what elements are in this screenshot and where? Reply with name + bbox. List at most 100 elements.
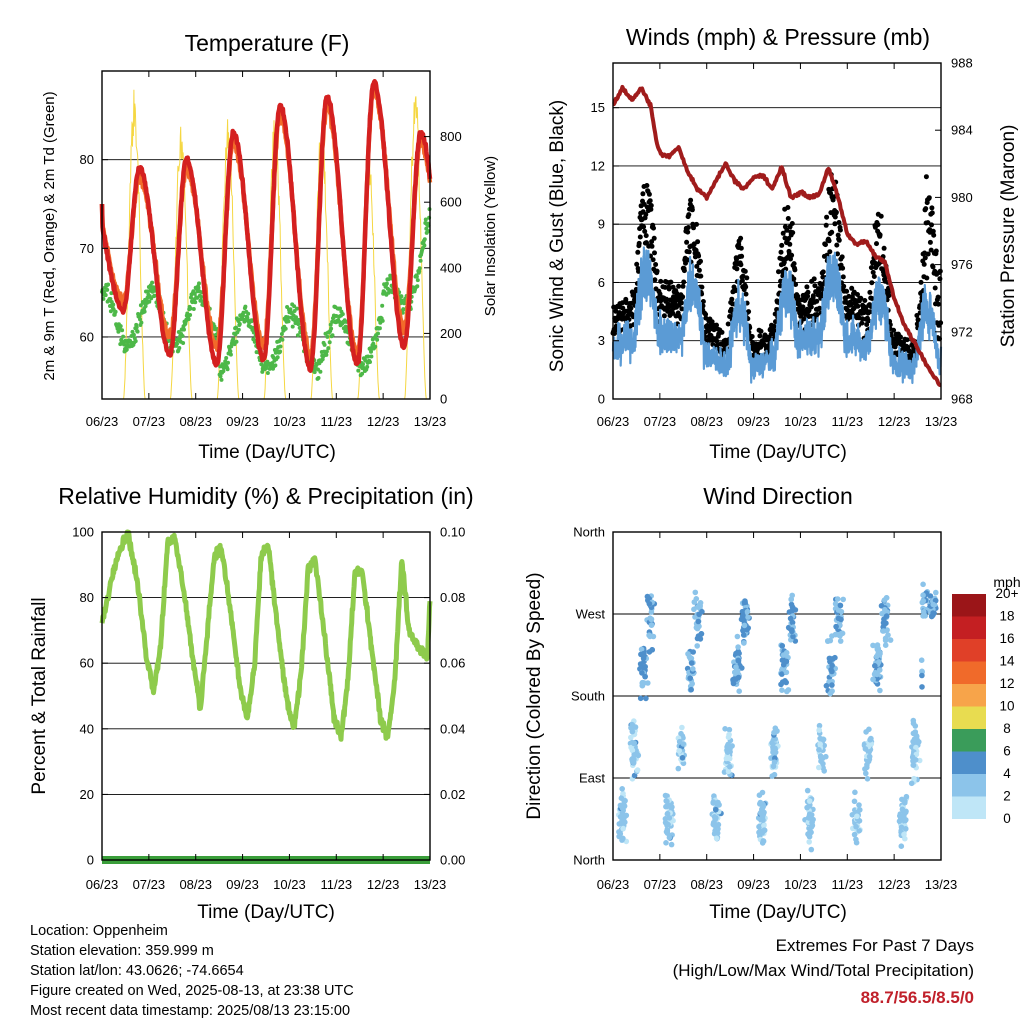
gust-point (778, 249, 784, 255)
extremes-heading: Extremes For Past 7 Days (775, 936, 974, 955)
gust-point (695, 239, 701, 245)
direction-point (639, 670, 645, 676)
gust-point (679, 306, 685, 312)
direction-point (876, 667, 883, 673)
direction-point (759, 789, 766, 796)
gust-point (698, 258, 703, 264)
dewpoint-point (130, 329, 135, 334)
direction-point (628, 734, 634, 741)
direction-xtick-label: 11/23 (831, 877, 863, 892)
gust-point (644, 240, 649, 246)
gust-point (867, 289, 873, 295)
temperature-xtick-label: 10/23 (273, 414, 306, 429)
winds-ytick-label: 6 (598, 275, 605, 290)
relative-humidity-line (99, 529, 433, 742)
winds-xtick-label: 06/23 (597, 414, 630, 429)
gust-point (643, 212, 649, 217)
direction-point (920, 598, 927, 604)
direction-point (667, 804, 674, 810)
gust-point (666, 286, 672, 292)
direction-point (873, 653, 880, 660)
dewpoint-point (192, 291, 197, 296)
direction-point (712, 828, 718, 834)
direction-point (741, 622, 748, 629)
temperature-ytick-label: 70 (80, 241, 94, 256)
direction-point (874, 646, 881, 653)
gust-point (738, 262, 744, 268)
temperature-ytick-label: 60 (80, 329, 94, 344)
dewpoint-point (188, 313, 193, 317)
dewpoint-point (149, 296, 154, 301)
direction-point (693, 596, 700, 602)
humidity-xtick-label: 12/23 (367, 877, 400, 892)
direction-point (628, 744, 634, 751)
winds-ytick-label: 3 (598, 333, 605, 348)
temperature-ticks: 06/23 07/23 08/23 09/23 10/23 11/23 12/23 13/23… (80, 71, 462, 429)
dewpoint-point (108, 297, 113, 301)
dewpoint-point (329, 326, 334, 331)
gust-point (925, 220, 931, 226)
direction-point (853, 823, 859, 830)
dewpoint-point (246, 311, 251, 316)
dewpoint-point (113, 309, 118, 314)
relative-humidity-series (99, 529, 433, 742)
direction-point (862, 746, 869, 752)
recent-timestamp-text: Most recent data timestamp: 2025/08/13 2… (30, 1003, 351, 1019)
temperature-xlabel: Time (Day/UTC) (198, 442, 336, 463)
direction-point (690, 649, 696, 655)
direction-point (648, 616, 655, 622)
direction-point (885, 632, 891, 638)
direction-point (840, 596, 846, 603)
direction-point (806, 839, 812, 845)
direction-point (818, 754, 824, 761)
direction-point (898, 843, 905, 849)
direction-point (928, 613, 935, 620)
direction-point (879, 610, 885, 617)
gust-point (665, 308, 671, 314)
temperature-y2tick-label: 200 (440, 326, 462, 341)
direction-point (735, 648, 741, 655)
temperature-plot-frame (101, 70, 431, 400)
gust-point (937, 268, 943, 274)
gust-point (686, 212, 692, 218)
dewpoint-point (417, 269, 422, 274)
humidity-ytick-label: 40 (80, 721, 94, 736)
dewpoint-point (234, 339, 239, 344)
gust-point (785, 216, 791, 221)
gust-point (786, 236, 792, 241)
gust-point (743, 291, 749, 297)
dewpoint-point (286, 315, 290, 320)
direction-point (910, 730, 917, 737)
dewpoint-point (135, 329, 140, 334)
direction-point (757, 799, 764, 806)
direction-point (874, 676, 880, 682)
colorbar-label: 6 (1003, 744, 1011, 759)
direction-point (694, 604, 701, 610)
direction-ytick-label: West (576, 607, 606, 622)
dewpoint-point (312, 370, 317, 375)
gust-point (644, 183, 650, 188)
gust-point (829, 229, 835, 235)
gust-point (653, 262, 659, 267)
dewpoint-point (231, 337, 236, 342)
direction-point (902, 826, 909, 832)
direction-point (725, 734, 732, 740)
temperature-right-ylabel: Solar Insolation (Yellow) (482, 156, 499, 316)
dewpoint-point (273, 350, 278, 355)
gust-point (729, 296, 735, 302)
gust-point (869, 280, 875, 286)
direction-point (724, 744, 730, 750)
gust-point (840, 274, 846, 280)
direction-point (816, 722, 823, 729)
direction-point (883, 595, 890, 601)
gust-point (739, 253, 745, 259)
dewpoint-point (330, 319, 335, 324)
winds-panel: Winds (mph) & Pressure (mb) Sonic Wind &… (547, 24, 1019, 463)
dewpoint-point (278, 349, 283, 354)
direction-xlabel: Time (Day/UTC) (709, 902, 847, 923)
direction-point (695, 618, 702, 625)
direction-point (756, 823, 762, 830)
colorbar-label: 4 (1003, 766, 1011, 781)
colorbar-swatch (952, 594, 986, 617)
gust-point (805, 293, 811, 299)
